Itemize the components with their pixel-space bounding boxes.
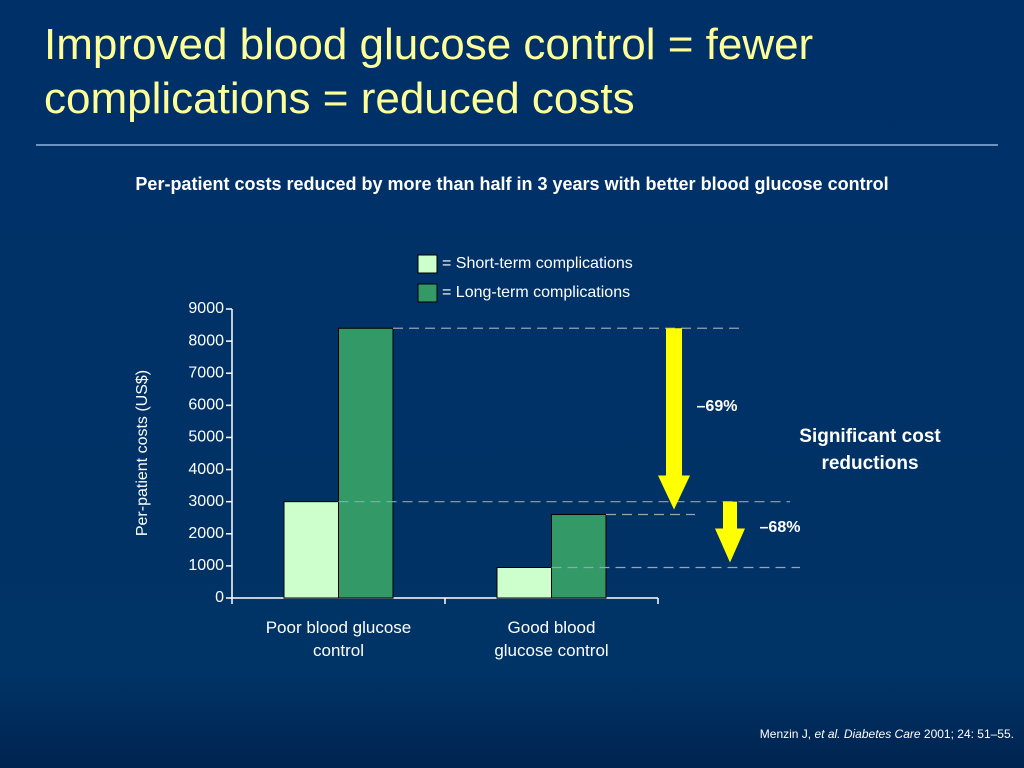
legend-label: = Long-term complications [442, 284, 630, 301]
y-tick-label: 4000 [188, 461, 224, 478]
source-part: et al. [814, 727, 841, 741]
annotation: Significant cost reductions [799, 426, 941, 474]
bar [551, 514, 607, 599]
source-part: Diabetes Care [843, 727, 921, 741]
x-tick-label: Good blood glucose control [494, 618, 609, 660]
source: Menzin J, et al. Diabetes Care 2001; 24:… [760, 727, 1014, 741]
annotation: –69% [696, 398, 738, 415]
legend-label: = Short-term complications [442, 255, 633, 272]
y-tick-label: 6000 [188, 397, 224, 414]
arrow [658, 328, 690, 510]
y-tick-label: 8000 [188, 332, 224, 349]
bar [283, 501, 339, 599]
title: Improved blood glucose control = fewer c… [44, 20, 814, 123]
arrow [715, 501, 745, 563]
source-part: Menzin J, [759, 727, 812, 741]
y-tick-label: 9000 [188, 300, 224, 317]
source-part: 2001; 24: 51–55. [923, 727, 1014, 741]
x-tick-label: Poor blood glucose control [265, 618, 412, 660]
bar [338, 327, 394, 599]
y-tick-label: 3000 [188, 493, 224, 510]
y-tick-label: 0 [215, 589, 224, 606]
legend-swatch [417, 254, 438, 274]
legend-swatch [417, 283, 438, 303]
y-tick-label: 2000 [188, 525, 224, 542]
subtitle: Per-patient costs reduced by more than h… [135, 174, 889, 194]
annotation: –68% [759, 519, 801, 536]
bar [496, 566, 552, 599]
y-tick-label: 1000 [188, 557, 224, 574]
y-tick-label: 7000 [188, 364, 224, 381]
y-tick-label: 5000 [188, 429, 224, 446]
y-axis-label: Per-patient costs (US$) [134, 370, 151, 536]
